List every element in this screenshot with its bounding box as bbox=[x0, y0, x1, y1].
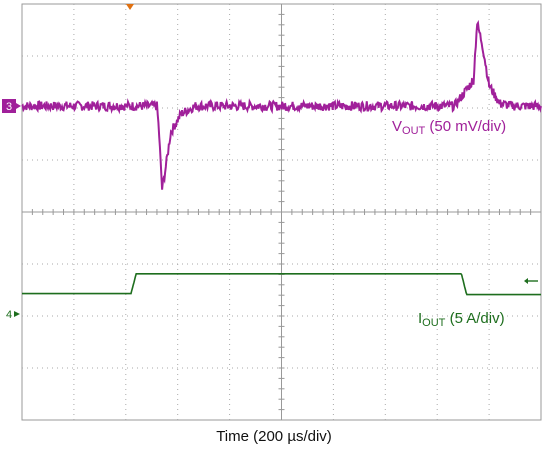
vout-series-label: VOUT (50 mV/div) bbox=[392, 118, 506, 137]
iout-trace bbox=[22, 272, 541, 296]
vout-trace bbox=[21, 19, 542, 190]
iout-scale: (5 A/div) bbox=[449, 310, 505, 327]
vout-name-sub: OUT bbox=[402, 125, 426, 137]
ch3-marker: 3 bbox=[2, 99, 21, 113]
ch4-marker: 4 bbox=[6, 278, 538, 321]
vout-name-main: V bbox=[392, 118, 403, 135]
ch3-marker-label: 3 bbox=[6, 101, 12, 113]
ch4-marker-label: 4 bbox=[6, 309, 12, 321]
grid bbox=[21, 3, 542, 421]
traces bbox=[21, 19, 542, 296]
channel-markers: 34 bbox=[2, 4, 538, 321]
vout-scale: (50 mV/div) bbox=[429, 118, 507, 135]
trigger-marker bbox=[126, 4, 134, 10]
iout-name-sub: OUT bbox=[422, 317, 446, 329]
iout-series-label: IOUT (5 A/div) bbox=[418, 310, 505, 329]
iout-name-main: I bbox=[418, 310, 423, 327]
x-axis-label: Time (200 µs/div) bbox=[216, 428, 332, 445]
